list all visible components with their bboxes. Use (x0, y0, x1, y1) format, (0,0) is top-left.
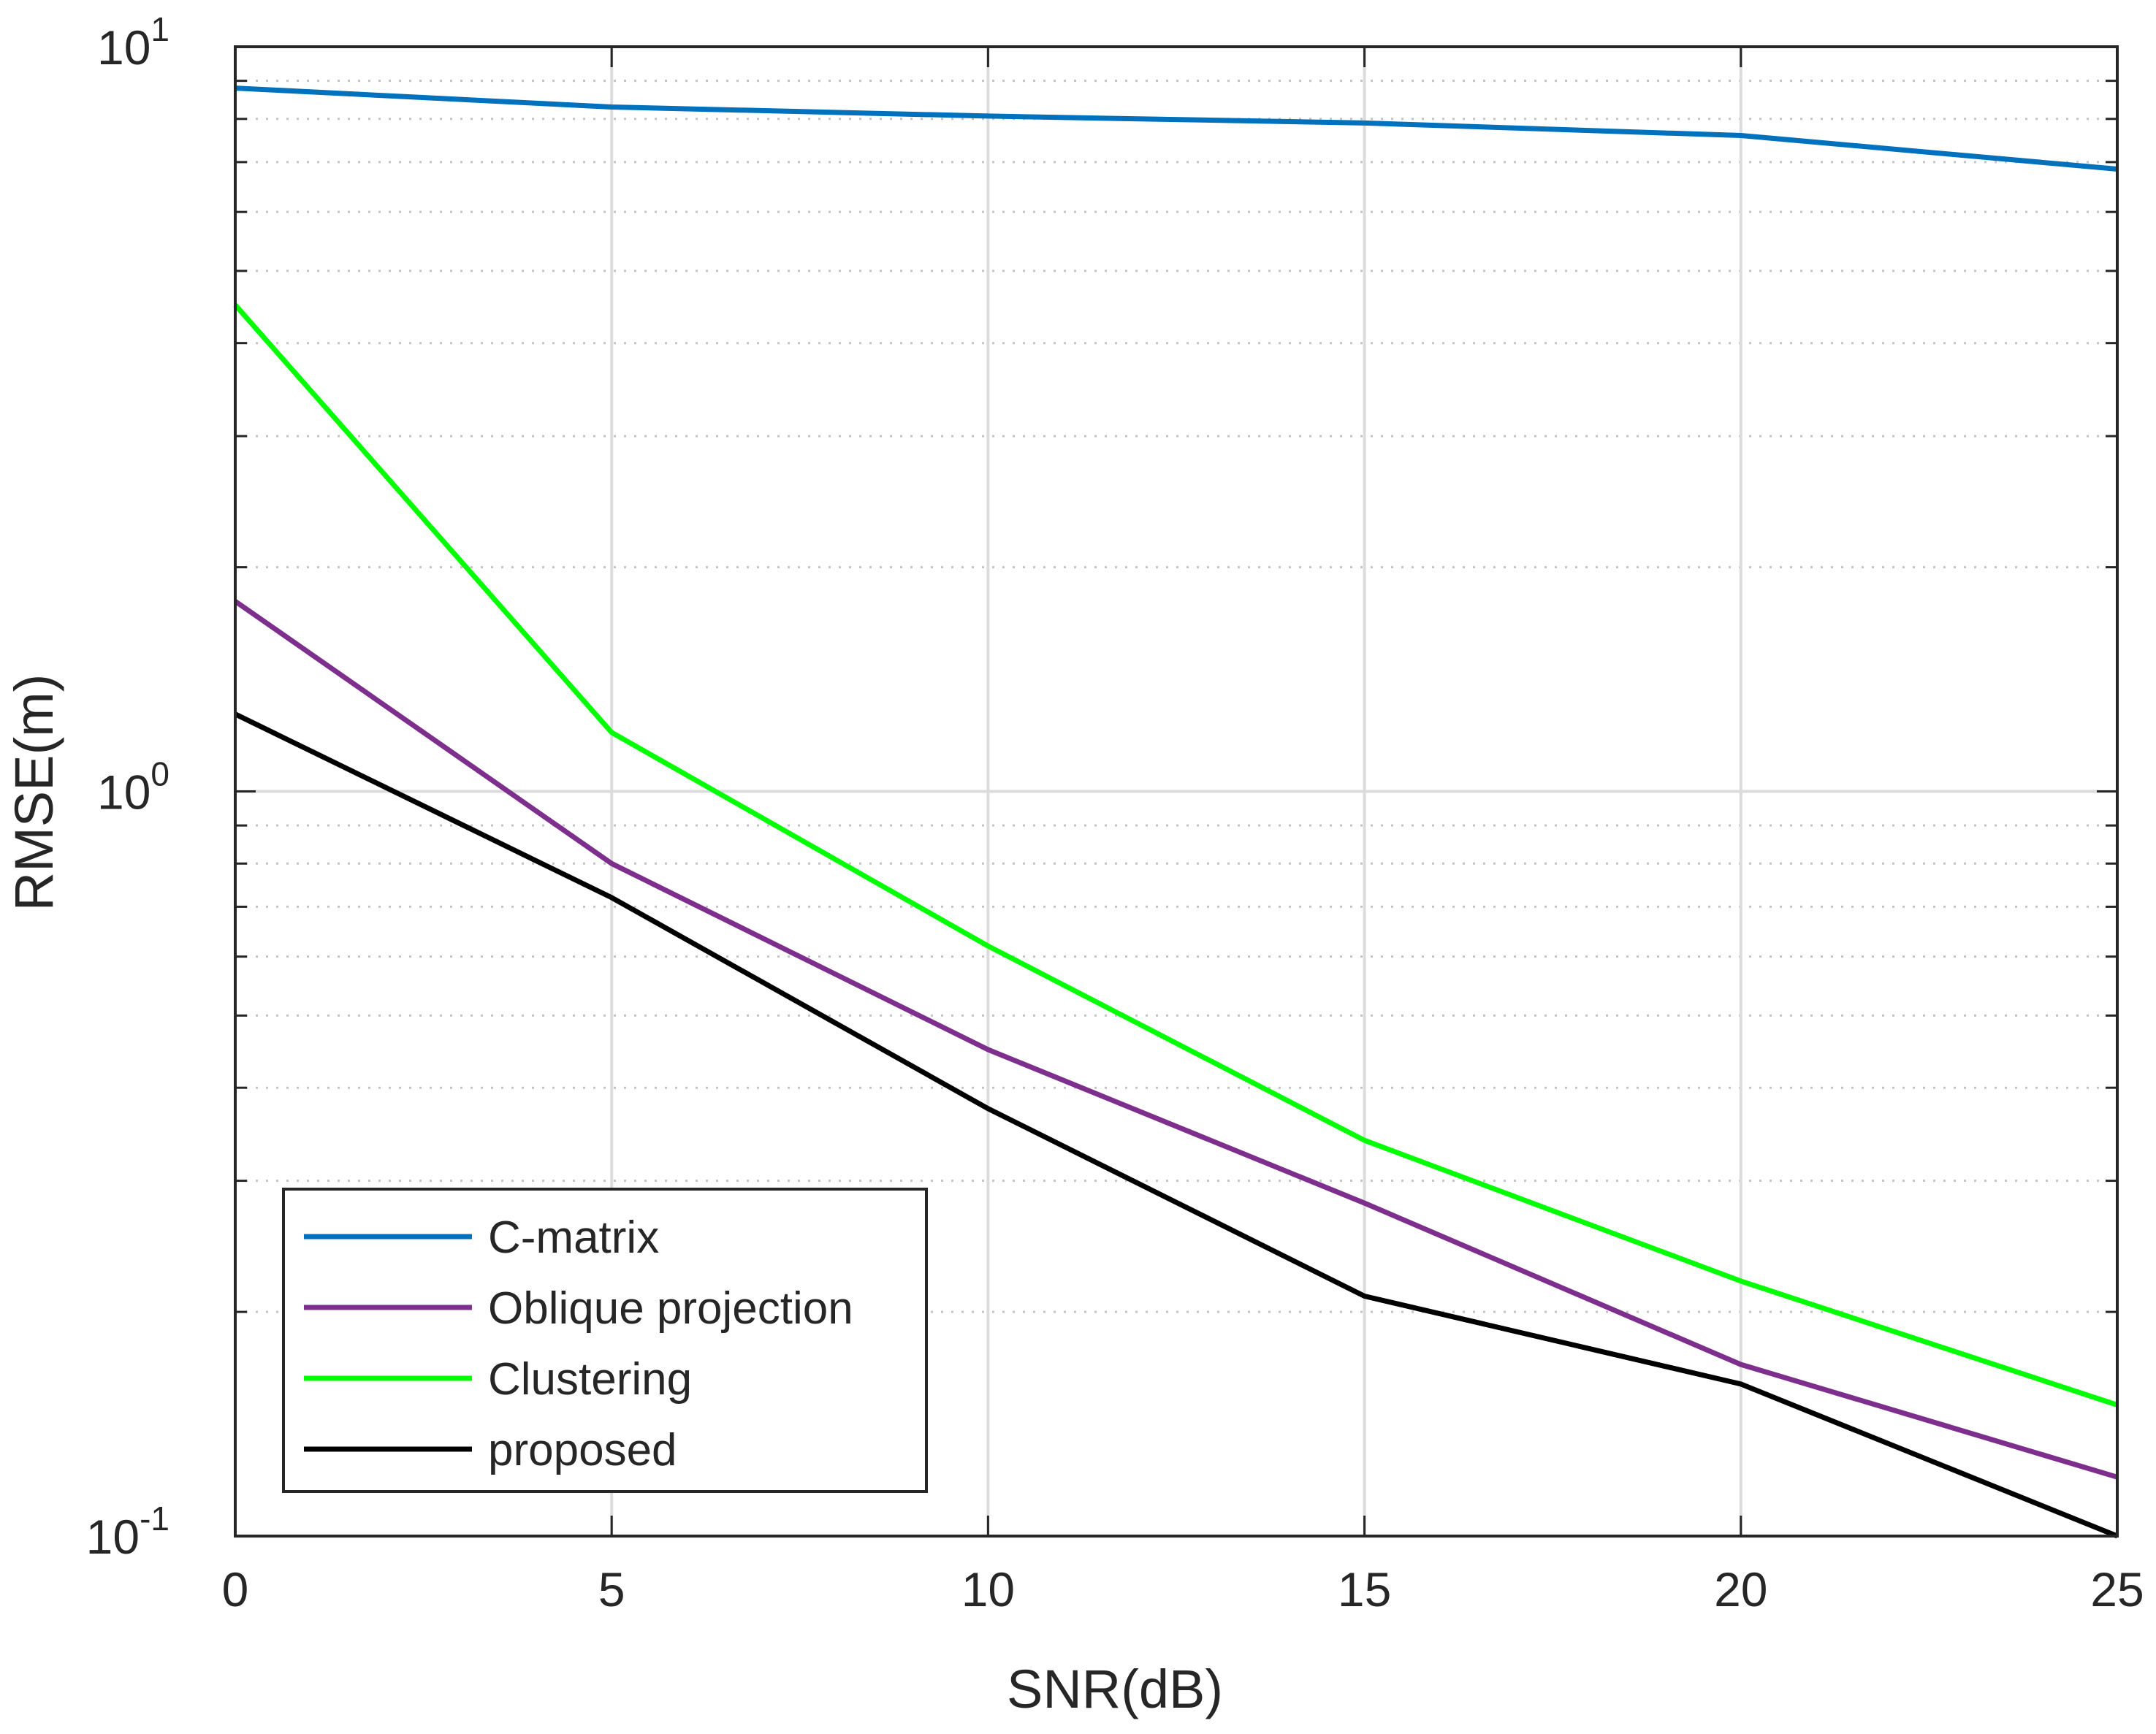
legend-label-proposed: proposed (488, 1425, 677, 1475)
legend: C-matrix Oblique projection Clustering prop… (282, 1188, 928, 1493)
series-line-c-matrix (235, 85, 2118, 172)
legend-label-clustering: Clustering (488, 1354, 692, 1405)
x-tick-label: 25 (2090, 1562, 2144, 1616)
y-axis-label: RMSE(m) (4, 674, 64, 912)
x-tick-label: 0 (222, 1562, 249, 1616)
series-line-clustering (233, 303, 2119, 1408)
x-tick-label: 20 (1714, 1562, 1767, 1616)
y-tick-label-base: 10 (97, 20, 151, 75)
x-tick-label: 15 (1338, 1562, 1391, 1616)
series-line-oblique-projection (233, 599, 2119, 1480)
legend-box (282, 1188, 928, 1493)
x-axis-label: SNR(dB) (1007, 1659, 1223, 1719)
y-tick-label-exponent: 1 (151, 10, 169, 48)
legend-label-c-matrix: C-matrix (488, 1212, 659, 1263)
y-tick-label-base: 10 (97, 765, 151, 820)
y-tick-label: 101 (97, 10, 169, 75)
x-tick-label: 5 (598, 1562, 625, 1616)
y-tick-label: 10-1 (86, 1500, 169, 1564)
x-tick-label: 10 (961, 1562, 1015, 1616)
y-tick-label-base: 10 (86, 1510, 140, 1564)
y-tick-label: 100 (97, 755, 169, 820)
y-tick-label-exponent: 0 (151, 755, 169, 793)
y-tick-label-exponent: -1 (140, 1500, 169, 1538)
series-line-proposed (234, 711, 2119, 1539)
legend-label-oblique-projection: Oblique projection (488, 1283, 853, 1334)
